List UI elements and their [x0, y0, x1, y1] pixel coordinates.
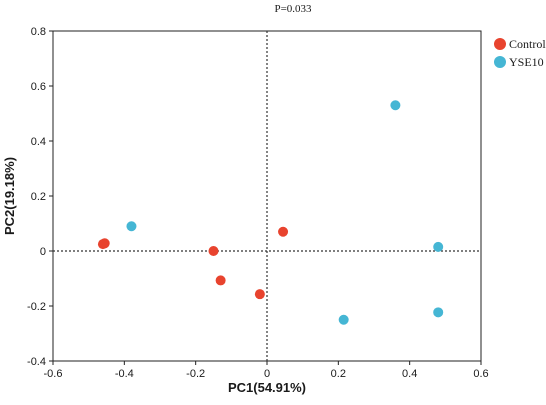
- zero-reference-lines: [53, 31, 481, 361]
- point-yse10: [433, 241, 444, 252]
- point-yse10: [126, 221, 137, 232]
- y-tick-label: -0.2: [27, 301, 46, 313]
- point-yse10: [390, 100, 401, 111]
- x-tick-label: 0: [264, 368, 270, 380]
- data-points: [97, 100, 444, 325]
- point-control: [215, 275, 226, 286]
- point-control: [99, 238, 110, 249]
- point-yse10: [433, 307, 444, 318]
- legend-label: Control: [509, 37, 546, 51]
- legend: Control YSE10: [494, 37, 546, 69]
- y-tick-label: 0: [40, 246, 46, 258]
- axis-ticks: -0.6 -0.4 -0.2 0 0.2 0.4 0.6-0.4-0.200.20.40.6…: [27, 26, 489, 380]
- point-control: [278, 226, 289, 237]
- point-control: [254, 289, 265, 300]
- x-tick-label: -0.2: [186, 368, 205, 380]
- point-control: [208, 246, 219, 256]
- x-tick-label: -0.6: [44, 368, 63, 380]
- x-tick-label: -0.4: [115, 368, 134, 380]
- y-tick-label: 0.2: [31, 191, 46, 203]
- point-yse10: [338, 314, 349, 325]
- x-tick-label: 0.4: [402, 368, 417, 380]
- legend-marker: [494, 56, 506, 68]
- y-tick-label: -0.4: [27, 356, 46, 368]
- legend-marker: [494, 38, 506, 50]
- y-tick-label: 0.8: [31, 26, 46, 38]
- x-axis-title: PC1(54.91%): [228, 380, 306, 395]
- y-tick-label: 0.6: [31, 81, 46, 93]
- x-tick-label: 0.6: [473, 368, 488, 380]
- legend-label: YSE10: [509, 55, 544, 69]
- y-axis-title: PC2(19.18%): [2, 157, 17, 235]
- x-tick-label: 0.2: [331, 368, 346, 380]
- chart-title: P=0.033: [274, 3, 312, 15]
- y-tick-label: 0.4: [31, 136, 46, 148]
